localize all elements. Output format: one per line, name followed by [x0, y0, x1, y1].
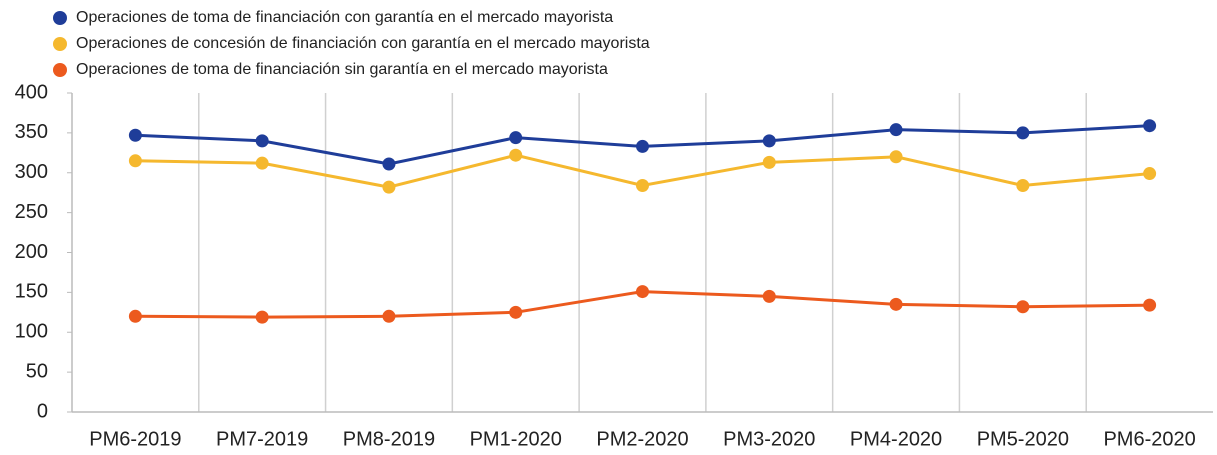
x-tick-label: PM4-2020 — [850, 428, 942, 450]
data-point — [128, 154, 142, 168]
data-point — [509, 131, 523, 145]
x-tick-label: PM2-2020 — [596, 428, 688, 450]
data-point — [636, 179, 649, 193]
y-tick-label: 50 — [26, 360, 48, 382]
data-point — [1016, 300, 1030, 314]
x-tick-label: PM8-2019 — [343, 428, 435, 450]
data-point — [889, 123, 903, 137]
data-point — [1016, 179, 1030, 193]
data-point — [762, 289, 776, 303]
legend-marker — [53, 37, 67, 51]
legend-label: Operaciones de toma de financiación sin … — [76, 61, 608, 78]
data-point — [1016, 126, 1030, 140]
data-point — [382, 309, 396, 323]
legend-marker — [53, 11, 67, 25]
data-point — [1143, 167, 1157, 181]
legend-marker — [53, 63, 67, 77]
y-tick-label: 400 — [15, 81, 48, 103]
data-point — [128, 128, 142, 142]
data-point — [889, 297, 903, 311]
data-point — [636, 139, 649, 153]
data-point — [255, 134, 269, 148]
data-point — [509, 148, 523, 162]
data-point — [636, 285, 649, 299]
legend-label: Operaciones de toma de financiación con … — [76, 9, 613, 26]
data-point — [128, 309, 142, 323]
data-point — [382, 157, 396, 171]
data-point — [889, 150, 903, 164]
y-tick-label: 300 — [15, 161, 48, 183]
x-tick-label: PM3-2020 — [723, 428, 815, 450]
data-point — [255, 310, 269, 324]
legend: Operaciones de toma de financiación con … — [53, 9, 650, 78]
data-point — [509, 305, 523, 319]
data-point — [762, 134, 776, 148]
y-tick-label: 350 — [15, 121, 48, 143]
data-point — [762, 155, 776, 169]
y-tick-label: 100 — [15, 321, 48, 343]
legend-label: Operaciones de concesión de financiación… — [76, 35, 650, 52]
y-tick-label: 200 — [15, 241, 48, 263]
x-tick-label: PM6-2019 — [89, 428, 181, 450]
y-tick-label: 250 — [15, 201, 48, 223]
x-tick-label: PM7-2019 — [216, 428, 308, 450]
data-point — [382, 180, 396, 194]
y-tick-label: 150 — [15, 281, 48, 303]
y-tick-label: 0 — [37, 400, 48, 422]
x-tick-label: PM1-2020 — [470, 428, 562, 450]
data-point — [1143, 298, 1157, 312]
data-point — [1143, 119, 1157, 133]
x-tick-label: PM6-2020 — [1103, 428, 1195, 450]
data-point — [255, 156, 269, 170]
x-tick-label: PM5-2020 — [977, 428, 1069, 450]
